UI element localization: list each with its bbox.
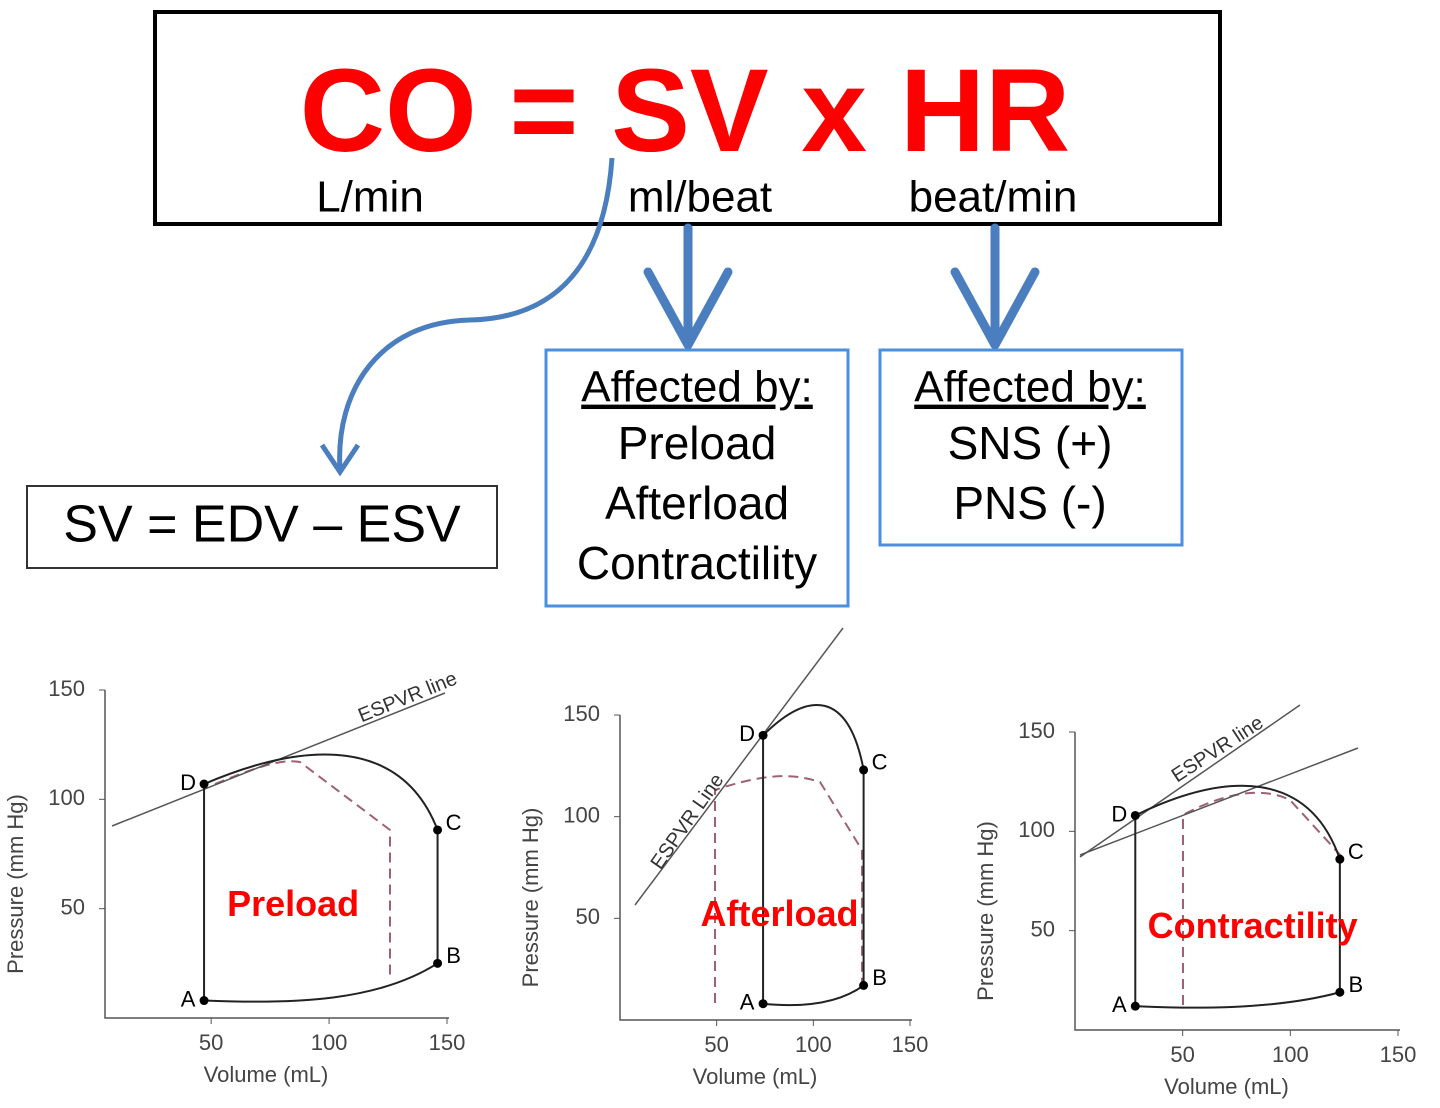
x-tick-label: 150 xyxy=(429,1030,466,1055)
point-label: B xyxy=(872,965,887,990)
box-item: Contractility xyxy=(577,537,817,589)
point-label: C xyxy=(1348,839,1364,864)
pv-point xyxy=(859,765,869,775)
box-item: SNS (+) xyxy=(948,417,1113,469)
y-axis-label: Pressure (mm Hg) xyxy=(3,794,28,974)
box-item: PNS (-) xyxy=(953,477,1106,529)
x-tick-label: 150 xyxy=(1380,1042,1417,1067)
x-tick-label: 50 xyxy=(1170,1042,1194,1067)
point-label: D xyxy=(1111,801,1127,826)
dashed-loops xyxy=(214,760,1344,1005)
point-label: D xyxy=(180,770,196,795)
pv-point xyxy=(758,730,768,740)
loop-label: Contractility xyxy=(1148,905,1358,946)
box-item: Afterload xyxy=(605,477,789,529)
x-tick-label: 100 xyxy=(1272,1042,1309,1067)
axes xyxy=(104,690,449,1019)
hr-factors-box xyxy=(878,348,1184,547)
point-label: B xyxy=(1349,972,1364,997)
pv-point xyxy=(433,958,443,968)
x-axis-label: Volume (mL) xyxy=(1164,1074,1289,1099)
pv-point xyxy=(859,980,869,990)
point-label: C xyxy=(446,810,462,835)
box-heading: Affected by: xyxy=(581,363,813,412)
arrow-head xyxy=(319,443,361,477)
x-axis-label: Volume (mL) xyxy=(693,1064,818,1089)
pv-point xyxy=(1130,1001,1140,1011)
x-tick-label: 100 xyxy=(311,1030,348,1055)
sv-box xyxy=(26,485,498,569)
x-tick-label: 50 xyxy=(704,1032,728,1057)
point-label: D xyxy=(739,721,755,746)
pv-loop xyxy=(203,753,439,1003)
loop-label: Afterload xyxy=(700,893,858,934)
y-tick-label: 50 xyxy=(1031,916,1055,941)
pv-point xyxy=(199,779,209,789)
box-item: Preload xyxy=(618,417,777,469)
espvr-label: ESPVR line xyxy=(1168,712,1268,787)
x-tick-label: 100 xyxy=(795,1032,832,1057)
pv-point xyxy=(758,999,768,1009)
espvr-label: ESPVR Line xyxy=(647,770,729,874)
pv-loop xyxy=(1134,784,1341,1009)
formula: CO = SV x HR xyxy=(300,45,1071,177)
x-axis-label: Volume (mL) xyxy=(204,1062,329,1087)
point-label: A xyxy=(740,990,755,1015)
pv-point xyxy=(1130,810,1140,820)
pv-point xyxy=(1335,987,1345,997)
y-tick-label: 150 xyxy=(563,701,600,726)
x-tick-label: 50 xyxy=(199,1030,223,1055)
y-tick-label: 50 xyxy=(576,904,600,929)
unit: beat/min xyxy=(909,173,1078,222)
pv-point xyxy=(199,996,209,1006)
y-tick-label: 150 xyxy=(48,676,85,701)
point-label: A xyxy=(181,986,196,1011)
y-tick-label: 100 xyxy=(1018,817,1055,842)
pv-point xyxy=(433,825,443,835)
y-tick-label: 150 xyxy=(1018,718,1055,743)
unit: ml/beat xyxy=(628,173,772,222)
y-tick-label: 50 xyxy=(61,894,85,919)
loop-label: Preload xyxy=(227,883,359,924)
sv-equation: SV = EDV – ESV xyxy=(63,496,461,554)
pv-point xyxy=(1335,854,1345,864)
box-heading: Affected by: xyxy=(914,363,1146,412)
unit: L/min xyxy=(316,173,424,222)
curved-arrow xyxy=(337,157,615,471)
y-tick-label: 100 xyxy=(563,802,600,827)
y-tick-label: 100 xyxy=(48,785,85,810)
arrows xyxy=(643,223,1040,350)
y-axis-label: Pressure (mm Hg) xyxy=(518,808,543,988)
x-tick-label: 150 xyxy=(892,1032,929,1057)
point-label: C xyxy=(872,750,888,775)
pv-loop xyxy=(762,703,865,1007)
y-axis-label: Pressure (mm Hg) xyxy=(973,821,998,1001)
sv-factors-box xyxy=(544,348,850,608)
point-label: A xyxy=(1112,992,1127,1017)
espvr-label: ESPVR line xyxy=(355,668,460,728)
point-label: B xyxy=(446,943,461,968)
